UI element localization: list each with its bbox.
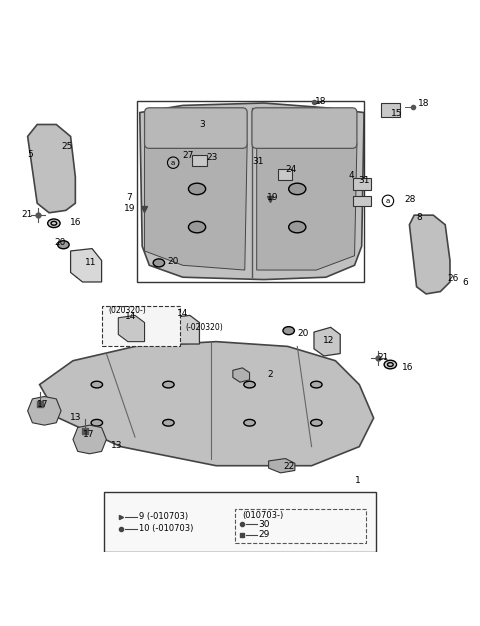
Ellipse shape <box>91 419 103 426</box>
FancyBboxPatch shape <box>144 108 247 148</box>
Text: 31: 31 <box>359 176 370 185</box>
Ellipse shape <box>163 419 174 426</box>
Text: 27: 27 <box>183 151 194 160</box>
Ellipse shape <box>163 381 174 388</box>
Text: (020320-): (020320-) <box>109 306 146 315</box>
Text: 16: 16 <box>402 363 414 372</box>
Text: 31: 31 <box>252 156 264 166</box>
Text: 2: 2 <box>268 369 273 379</box>
Polygon shape <box>73 425 107 454</box>
Ellipse shape <box>311 419 322 426</box>
Bar <box>137 101 364 282</box>
Text: 1: 1 <box>355 476 360 486</box>
Text: 18: 18 <box>418 100 429 108</box>
Polygon shape <box>257 143 357 270</box>
Polygon shape <box>314 327 340 356</box>
Polygon shape <box>28 396 61 425</box>
Text: a: a <box>171 160 175 166</box>
Polygon shape <box>192 155 206 165</box>
Text: a: a <box>116 497 121 506</box>
FancyBboxPatch shape <box>252 108 357 148</box>
Polygon shape <box>269 459 295 473</box>
Ellipse shape <box>91 381 103 388</box>
Polygon shape <box>381 103 400 117</box>
Ellipse shape <box>288 183 306 195</box>
Polygon shape <box>28 125 75 213</box>
Text: 4: 4 <box>349 171 354 180</box>
Text: 18: 18 <box>315 97 326 106</box>
FancyBboxPatch shape <box>235 509 366 543</box>
Text: 16: 16 <box>70 218 82 227</box>
Text: 23: 23 <box>206 153 218 162</box>
Text: 25: 25 <box>61 143 72 151</box>
Text: 14: 14 <box>177 309 188 319</box>
Polygon shape <box>71 249 102 282</box>
Text: 3: 3 <box>199 120 204 129</box>
Ellipse shape <box>384 360 396 369</box>
Text: 13: 13 <box>70 414 81 423</box>
Text: 24: 24 <box>286 165 297 174</box>
FancyBboxPatch shape <box>104 492 376 552</box>
Text: 20: 20 <box>168 257 179 266</box>
Text: 28: 28 <box>405 195 416 204</box>
Text: 8: 8 <box>417 213 422 222</box>
Text: 21: 21 <box>377 353 388 362</box>
Text: 21: 21 <box>21 210 33 219</box>
Polygon shape <box>233 368 250 382</box>
Text: 20: 20 <box>54 238 66 247</box>
Ellipse shape <box>288 222 306 233</box>
FancyBboxPatch shape <box>102 306 180 346</box>
Ellipse shape <box>75 260 83 266</box>
Text: 10 (-010703): 10 (-010703) <box>139 524 193 533</box>
Text: 15: 15 <box>391 109 403 118</box>
Polygon shape <box>353 195 371 206</box>
Text: 20: 20 <box>297 329 309 337</box>
Ellipse shape <box>328 341 336 347</box>
Text: 17: 17 <box>83 430 94 439</box>
Text: 7: 7 <box>126 193 132 202</box>
Text: 14: 14 <box>124 312 136 321</box>
Polygon shape <box>278 170 292 180</box>
Ellipse shape <box>132 329 140 335</box>
Ellipse shape <box>48 219 60 228</box>
Polygon shape <box>168 316 199 344</box>
Ellipse shape <box>84 435 96 444</box>
Ellipse shape <box>58 241 69 249</box>
Ellipse shape <box>38 406 50 415</box>
Ellipse shape <box>316 341 324 347</box>
Text: 13: 13 <box>111 441 123 450</box>
Ellipse shape <box>244 381 255 388</box>
Text: (-020320): (-020320) <box>185 323 223 332</box>
Ellipse shape <box>283 327 294 335</box>
Text: 19: 19 <box>123 205 135 213</box>
Text: (010703-): (010703-) <box>242 511 284 520</box>
Polygon shape <box>140 103 364 280</box>
Text: 11: 11 <box>85 259 96 267</box>
Text: 26: 26 <box>447 274 459 283</box>
Text: 12: 12 <box>323 336 334 345</box>
Ellipse shape <box>75 272 83 278</box>
Text: 5: 5 <box>28 150 34 158</box>
Text: 19: 19 <box>267 193 278 202</box>
Text: 29: 29 <box>258 530 269 540</box>
Polygon shape <box>118 316 144 342</box>
Text: a: a <box>386 198 390 204</box>
Ellipse shape <box>244 419 255 426</box>
Text: 17: 17 <box>37 400 48 409</box>
Text: 6: 6 <box>462 279 468 287</box>
Ellipse shape <box>189 222 205 233</box>
Text: 22: 22 <box>283 462 294 471</box>
Polygon shape <box>353 178 371 190</box>
Ellipse shape <box>153 259 165 267</box>
Ellipse shape <box>189 183 205 195</box>
Polygon shape <box>144 143 247 270</box>
Polygon shape <box>39 342 373 466</box>
Text: 30: 30 <box>258 520 270 529</box>
Ellipse shape <box>311 381 322 388</box>
Polygon shape <box>409 215 450 294</box>
Text: 9 (-010703): 9 (-010703) <box>139 512 188 521</box>
Ellipse shape <box>119 329 127 335</box>
